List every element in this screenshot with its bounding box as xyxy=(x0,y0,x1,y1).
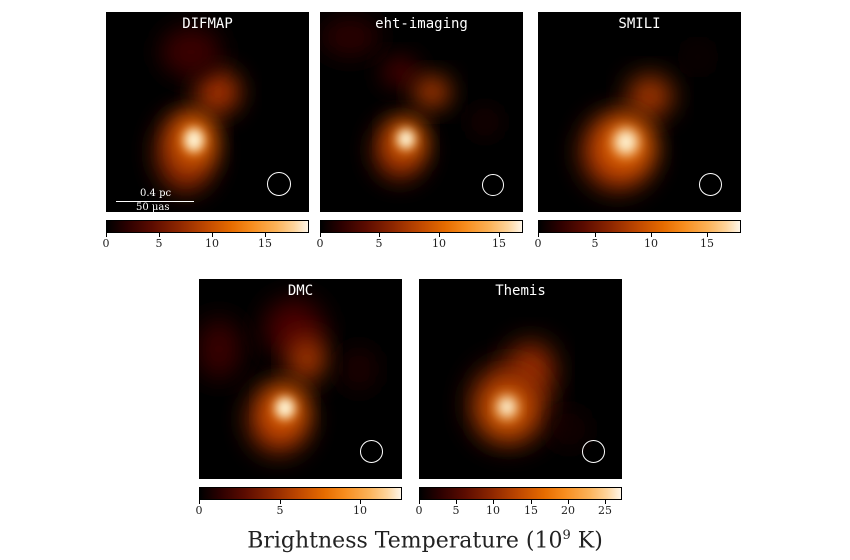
eht-imaging-map xyxy=(320,17,497,180)
themis-image: Themis xyxy=(419,279,622,479)
tick xyxy=(199,500,200,504)
tick xyxy=(106,233,107,237)
tick-label: 0 xyxy=(195,504,203,517)
smili-image: SMILI xyxy=(538,12,741,212)
themis-map xyxy=(471,343,583,444)
panel-title: SMILI xyxy=(618,16,661,32)
tick-label: 0 xyxy=(534,237,542,250)
tick-label: 10 xyxy=(353,504,367,517)
tick-label: 25 xyxy=(598,504,612,517)
colorbar-axis-label: Brightness Temperature (109 K) xyxy=(0,528,850,553)
tick-label: 0 xyxy=(316,237,324,250)
beam-circle xyxy=(267,172,291,196)
panel-title: eht-imaging xyxy=(375,16,468,32)
tick-label: 5 xyxy=(375,237,383,250)
tick-label: 5 xyxy=(276,504,284,517)
scalebar-line xyxy=(116,201,194,202)
tick-label: 10 xyxy=(205,237,219,250)
difmap-map xyxy=(156,27,240,192)
difmap-image: DIFMAP 0.4 pc 50 μas xyxy=(106,12,309,212)
beam-circle xyxy=(699,173,722,196)
tick-label: 5 xyxy=(591,237,599,250)
tick xyxy=(320,233,321,237)
tick xyxy=(568,500,569,504)
tick xyxy=(360,500,361,504)
tick xyxy=(419,500,420,504)
tick xyxy=(605,500,606,504)
tick xyxy=(538,233,539,237)
panel-title: Themis xyxy=(495,283,546,299)
scalebar-bottom-label: 50 μas xyxy=(136,202,170,212)
colorbar xyxy=(320,220,523,233)
tick-label: 5 xyxy=(452,504,460,517)
tick xyxy=(265,233,266,237)
tick-label: 0 xyxy=(102,237,110,250)
beam-circle xyxy=(582,440,605,463)
colorbar xyxy=(419,487,622,500)
tick xyxy=(159,233,160,237)
panel-title: DMC xyxy=(287,283,314,299)
tick-label: 10 xyxy=(644,237,658,250)
axis-label-exponent: 9 xyxy=(562,528,571,543)
tick xyxy=(456,500,457,504)
tick xyxy=(212,233,213,237)
eht-imaging-image: eht-imaging xyxy=(320,12,523,212)
tick-label: 0 xyxy=(415,504,423,517)
tick xyxy=(499,233,500,237)
tick-label: 15 xyxy=(700,237,714,250)
smili-map xyxy=(582,47,708,190)
tick xyxy=(651,233,652,237)
tick xyxy=(707,233,708,237)
tick xyxy=(280,500,281,504)
tick-label: 15 xyxy=(258,237,272,250)
axis-label-end: K) xyxy=(570,528,603,554)
dmc-image: DMC xyxy=(199,279,402,479)
tick-label: 5 xyxy=(155,237,163,250)
tick xyxy=(439,233,440,237)
beam-circle xyxy=(482,174,504,196)
tick-label: 15 xyxy=(524,504,538,517)
tick-label: 10 xyxy=(432,237,446,250)
tick-label: 20 xyxy=(561,504,575,517)
colorbar xyxy=(199,487,402,500)
tick-label: 15 xyxy=(492,237,506,250)
colorbar xyxy=(106,220,309,233)
tick xyxy=(595,233,596,237)
axis-label-main: Brightness Temperature (10 xyxy=(247,528,563,554)
scalebar-top-label: 0.4 pc xyxy=(140,188,172,199)
beam-circle xyxy=(360,440,383,463)
tick xyxy=(379,233,380,237)
colorbar xyxy=(538,220,741,233)
tick xyxy=(531,500,532,504)
tick-label: 10 xyxy=(486,504,500,517)
dmc-map xyxy=(199,299,373,453)
tick xyxy=(493,500,494,504)
panel-title: DIFMAP xyxy=(182,16,233,32)
